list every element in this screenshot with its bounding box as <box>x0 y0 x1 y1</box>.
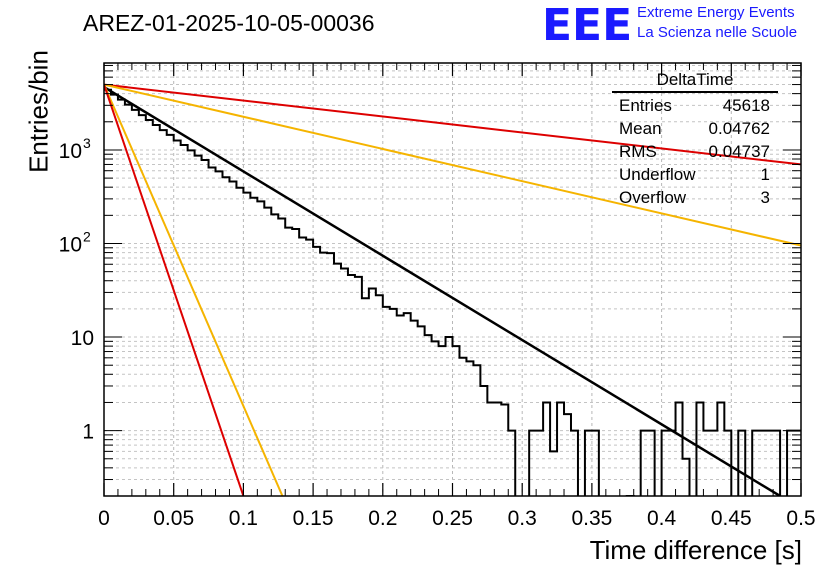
stats-value: 45618 <box>722 96 770 115</box>
x-tick-label: 0 <box>98 507 110 530</box>
stats-label: Mean <box>619 119 662 138</box>
stats-title: DeltaTime <box>612 70 778 93</box>
logo-line-2: La Scienza nelle Scuole <box>637 24 798 41</box>
logo-line-1: Extreme Energy Events <box>637 4 795 21</box>
fit-line-slow-rate-red <box>104 83 801 166</box>
y-tick-label: 10 <box>59 234 82 257</box>
stats-row-mean: Mean 0.04762 <box>612 117 778 140</box>
x-tick-label: 0.2 <box>368 507 397 530</box>
y-tick-label: 10 <box>71 327 94 350</box>
stats-label: Underflow <box>619 165 696 184</box>
chart-title: AREZ-01-2025-10-05-00036 <box>83 10 375 36</box>
y-tick-exponent: 2 <box>83 229 91 245</box>
y-tick-label: 1 <box>82 421 94 444</box>
y-tick-label: 10 <box>59 140 82 163</box>
fit-line-slow-rate-yellow <box>104 83 801 247</box>
stats-label: RMS <box>619 142 657 161</box>
x-tick-label: 0.25 <box>432 507 473 530</box>
x-tick-label: 0.1 <box>229 507 258 530</box>
fit-line-fast-rate-red <box>104 84 245 496</box>
x-tick-label: 0.3 <box>508 507 537 530</box>
stats-label: Entries <box>619 96 672 115</box>
stats-row-rms: RMS 0.04737 <box>612 140 778 163</box>
histogram-bins <box>104 88 801 496</box>
stats-label: Overflow <box>619 188 687 207</box>
x-tick-label: 0.45 <box>711 507 752 530</box>
stats-value: 0.04762 <box>708 119 770 138</box>
x-tick-label: 0.05 <box>153 507 194 530</box>
x-tick-label: 0.15 <box>293 507 334 530</box>
y-tick-exponent: 3 <box>83 135 91 151</box>
stats-value: 3 <box>760 188 770 207</box>
stats-value: 0.04737 <box>708 142 770 161</box>
stats-box: DeltaTime Entries 45618 Mean 0.04762 RMS… <box>612 70 778 209</box>
eee-logo: EEE <box>542 0 633 51</box>
x-tick-label: 0.4 <box>647 507 677 530</box>
x-axis-label: Time difference [s] <box>589 535 802 565</box>
x-tick-label: 0.5 <box>786 507 815 530</box>
y-axis-label: Entries/bin <box>23 50 54 173</box>
stats-value: 1 <box>760 165 770 184</box>
fit-line-fit <box>104 86 781 496</box>
fit-line-fast-rate-yellow <box>104 84 284 496</box>
stats-row-underflow: Underflow 1 <box>612 163 778 186</box>
x-tick-label: 0.35 <box>571 507 612 530</box>
stats-row-overflow: Overflow 3 <box>612 186 778 209</box>
stats-row-entries: Entries 45618 <box>612 94 778 117</box>
